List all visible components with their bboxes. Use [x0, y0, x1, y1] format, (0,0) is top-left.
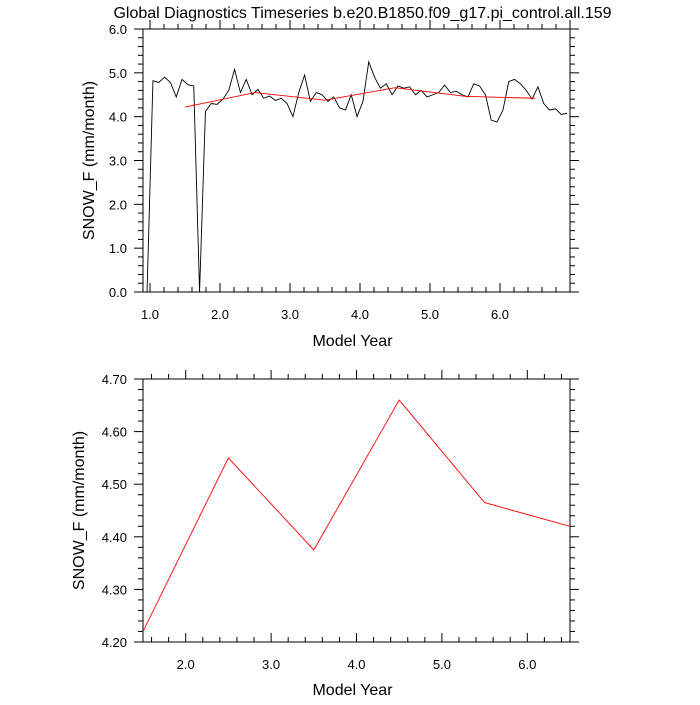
annual-mean-line [184, 87, 536, 108]
x-tick-label: 6.0 [518, 657, 536, 672]
y-tick-label: 4.0 [109, 110, 127, 125]
x-tick-label: 4.0 [351, 307, 369, 322]
x-tick-label: 1.0 [141, 307, 159, 322]
y-axis-label: SNOW_F (mm/month) [71, 431, 88, 590]
y-axis-label: SNOW_F (mm/month) [81, 81, 98, 240]
plot-frame [142, 378, 571, 643]
chart-panel-2: 2.0 3.0 4.0 5.0 6.0 4.20 4.30 4.40 4.50 4.60 4.70 M… [71, 370, 579, 699]
y-tick-label: 2.0 [109, 197, 127, 212]
x-tick-label: 5.0 [433, 657, 451, 672]
x-tick-label: 5.0 [421, 307, 439, 322]
y-tick-label: 4.30 [102, 582, 127, 597]
x-tick-label: 3.0 [262, 657, 280, 672]
y-tick-label: 5.0 [109, 66, 127, 81]
y-tick-label: 0.0 [109, 285, 127, 300]
x-tick-label: 2.0 [177, 657, 195, 672]
x-tick-label: 4.0 [347, 657, 365, 672]
y-tick-label: 4.40 [102, 530, 127, 545]
monthly-series-line [146, 60, 568, 292]
x-tick-label: 2.0 [211, 307, 229, 322]
y-tick-label: 3.0 [109, 154, 127, 169]
y-tick-label: 6.0 [109, 22, 127, 37]
x-axis-label: Model Year [312, 333, 393, 350]
chart-panel-1: 1.0 2.0 3.0 4.0 5.0 6.00.01.02.03.04.05.06.0G… [81, 5, 612, 350]
y-tick-label: 4.20 [102, 635, 127, 650]
x-tick-label: 3.0 [281, 307, 299, 322]
y-tick-label: 4.50 [102, 477, 127, 492]
annual-mean-line [143, 399, 570, 632]
plot-frame [142, 28, 571, 293]
chart-title: Global Diagnostics Timeseries b.e20.B185… [113, 5, 611, 22]
y-tick-label: 1.0 [109, 241, 127, 256]
x-axis-label: Model Year [312, 682, 393, 699]
y-tick-label: 4.60 [102, 425, 127, 440]
x-tick-label: 6.0 [491, 307, 509, 322]
y-tick-label: 4.70 [102, 372, 127, 387]
